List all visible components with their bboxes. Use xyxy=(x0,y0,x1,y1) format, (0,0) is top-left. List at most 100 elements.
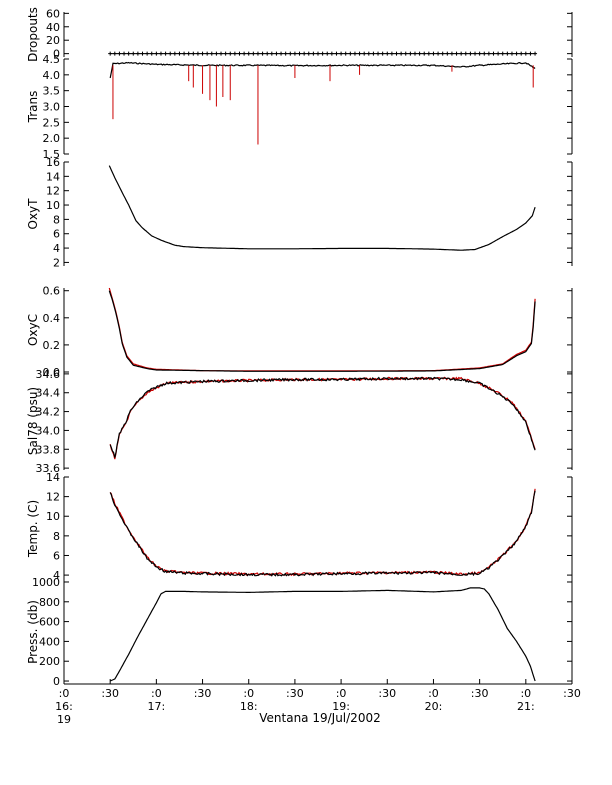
panel-dropouts-marker xyxy=(172,51,177,56)
panel-dropouts-marker xyxy=(316,51,320,56)
panel-dropouts-marker xyxy=(528,51,533,56)
x-tick-label: :30 xyxy=(378,687,396,700)
panel-dropouts-marker xyxy=(491,51,496,56)
panel-dropouts-marker xyxy=(255,51,260,56)
panel-dropouts-marker xyxy=(385,51,390,56)
panel-dropouts-marker xyxy=(325,51,330,56)
panel-temp-series-1 xyxy=(109,490,536,577)
panel-dropouts-marker xyxy=(459,51,464,56)
panel-dropouts-marker xyxy=(283,51,288,56)
x-tick-label: 20: xyxy=(425,700,443,713)
panel-sal78-ylabel: Sal78 (psu) xyxy=(26,387,40,455)
panel-dropouts-marker xyxy=(371,51,376,56)
panel-dropouts-marker xyxy=(223,51,228,56)
panel-dropouts-marker xyxy=(131,51,136,56)
panel-dropouts-marker xyxy=(163,51,168,56)
panel-oxyc-ytick-label: 0.4 xyxy=(43,312,61,325)
panel-dropouts-marker xyxy=(191,51,196,56)
panel-dropouts-marker xyxy=(496,51,501,56)
x-tick-label: :0 xyxy=(520,687,531,700)
panel-press-ytick-label: 200 xyxy=(39,655,60,668)
panel-dropouts-marker xyxy=(477,51,482,56)
panel-dropouts-marker xyxy=(205,51,210,56)
panel-press-ytick-label: 800 xyxy=(39,596,60,609)
panel-dropouts-ylabel: Dropouts xyxy=(26,7,40,62)
x-tick-label: :0 xyxy=(243,687,254,700)
panel-temp-series-0 xyxy=(109,488,536,577)
panel-dropouts-marker xyxy=(482,51,487,56)
panel-dropouts-marker xyxy=(177,51,182,56)
panel-oxyc-ytick-label: 0.6 xyxy=(43,285,61,298)
panel-dropouts-marker xyxy=(126,51,131,56)
panel-dropouts-marker xyxy=(399,51,404,56)
panel-dropouts-marker xyxy=(122,51,127,56)
x-tick-label: 18: xyxy=(240,700,258,713)
panel-dropouts-marker xyxy=(366,51,371,56)
x-axis-title: Ventana 19/Jul/2002 xyxy=(259,711,380,725)
panel-dropouts-marker xyxy=(242,51,247,56)
panel-oxyt-ytick-label: 14 xyxy=(46,170,60,183)
panel-dropouts-marker xyxy=(228,51,233,56)
panel-press-ytick-label: 0 xyxy=(53,675,60,688)
panel-dropouts-marker xyxy=(357,51,362,56)
panel-press: 0 200 400 600 800 1000 Press. (db) xyxy=(26,576,573,688)
panel-dropouts-marker xyxy=(408,51,413,56)
panel-dropouts-marker xyxy=(251,51,256,56)
panel-dropouts-ytick-label: 20 xyxy=(46,34,60,47)
panel-temp: 4 6 8 10 12 14 Temp. (C) xyxy=(26,471,573,582)
panel-dropouts-marker xyxy=(232,51,237,56)
panel-dropouts-marker xyxy=(440,51,445,56)
panel-dropouts-marker xyxy=(417,51,422,56)
panel-dropouts-marker xyxy=(505,51,510,56)
panel-dropouts-marker xyxy=(348,51,353,56)
panel-dropouts-marker xyxy=(473,51,478,56)
panel-trans-ytick-label: 4.0 xyxy=(43,69,61,82)
panel-oxyt-ytick-label: 10 xyxy=(46,199,60,212)
panel-oxyt-series-0 xyxy=(108,165,536,251)
x-tick-label: 19 xyxy=(57,713,71,726)
panel-dropouts-marker xyxy=(311,51,316,56)
panel-dropouts-marker xyxy=(288,51,293,56)
panel-oxyc-ylabel: OxyC xyxy=(26,314,40,346)
panel-dropouts-marker xyxy=(265,51,270,56)
panel-dropouts-marker xyxy=(135,51,140,56)
panel-sal78-series-0 xyxy=(109,376,536,460)
panel-oxyc: 0.0 0.2 0.4 0.6 OxyC xyxy=(26,285,573,379)
panel-dropouts-marker xyxy=(509,51,514,56)
panel-press-ytick-label: 1000 xyxy=(32,576,60,589)
panel-trans-ytick-label: 3.0 xyxy=(43,101,61,114)
panel-dropouts-marker xyxy=(237,51,242,56)
panel-temp-ytick-label: 12 xyxy=(46,491,60,504)
x-tick-label: :30 xyxy=(286,687,304,700)
panel-oxyc-series-0 xyxy=(108,287,536,372)
panel-trans-ytick-label: 4.5 xyxy=(43,53,61,66)
panel-dropouts-marker xyxy=(389,51,394,56)
panel-dropouts-ytick-label: 60 xyxy=(46,7,60,20)
panel-dropouts-marker xyxy=(533,51,538,56)
panel-dropouts-marker xyxy=(214,51,219,56)
panel-trans-ytick-label: 3.5 xyxy=(43,85,61,98)
panel-dropouts-marker xyxy=(454,51,459,56)
panel-oxyt-ytick-label: 12 xyxy=(46,185,60,198)
panel-dropouts-marker xyxy=(426,51,431,56)
panel-trans-ytick-label: 2.0 xyxy=(43,132,61,145)
panel-dropouts-marker xyxy=(376,51,381,56)
panel-sal78-ytick-label: 33.6 xyxy=(36,462,61,475)
panel-sal78-ytick-label: 34.6 xyxy=(36,368,61,381)
panel-oxyc-series-1 xyxy=(108,290,536,372)
panel-dropouts-marker xyxy=(431,51,436,56)
panel-dropouts-marker xyxy=(269,51,274,56)
x-tick-label: 16: xyxy=(55,700,73,713)
panel-trans-ytick-label: 1.5 xyxy=(43,148,61,161)
panel-sal78-ytick-label: 34.4 xyxy=(36,387,61,400)
panel-dropouts-marker xyxy=(182,51,187,56)
panel-sal78: 33.6 33.8 34.0 34.2 34.4 34.6 Sal78 (psu) xyxy=(26,368,573,475)
panel-dropouts-marker xyxy=(302,51,307,56)
panel-dropouts-marker xyxy=(274,51,279,56)
panel-dropouts-marker xyxy=(112,51,117,56)
panel-dropouts-marker xyxy=(168,51,173,56)
panel-dropouts-marker xyxy=(486,51,491,56)
x-tick-label: :30 xyxy=(101,687,119,700)
